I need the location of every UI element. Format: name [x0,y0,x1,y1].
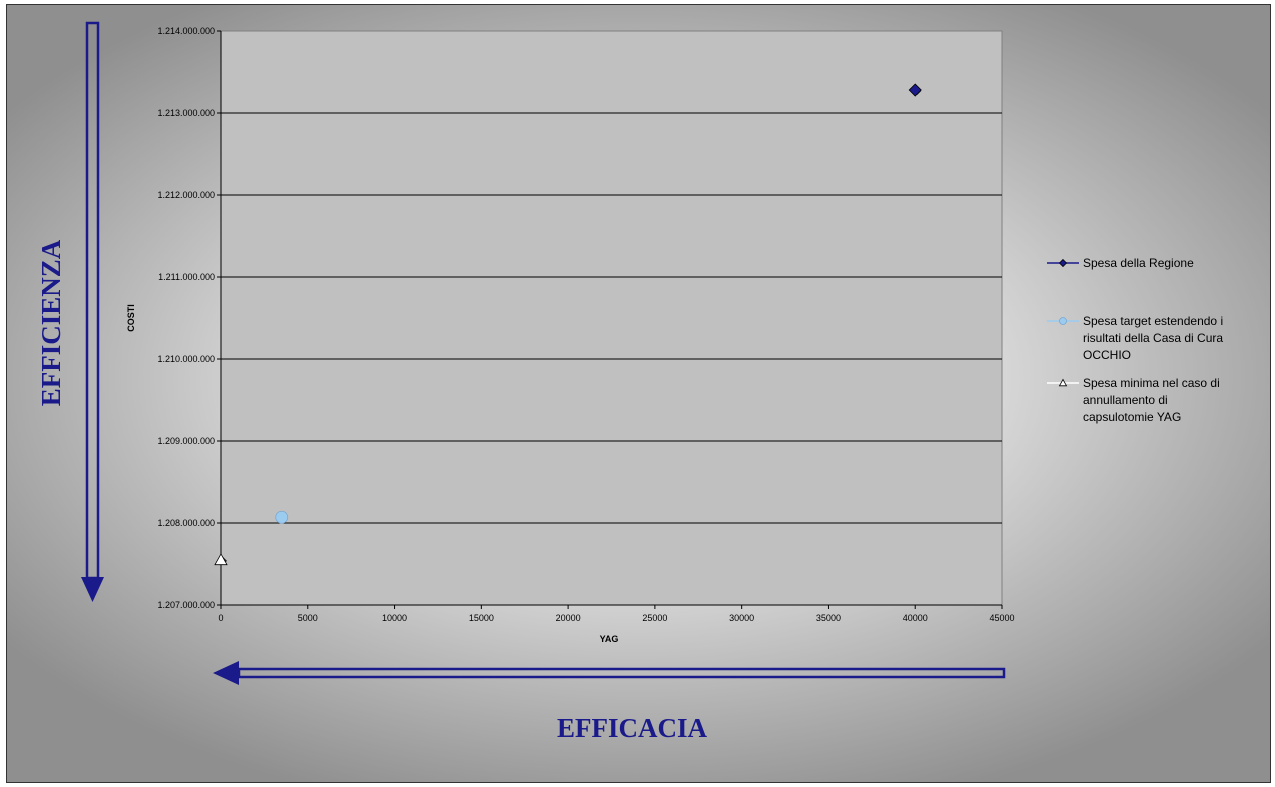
legend-label: Spesa della Regione [1083,256,1194,270]
data-points [214,83,922,566]
x-tick-label: 35000 [816,613,841,623]
x-tick-label: 45000 [989,613,1014,623]
efficienza-arrow [81,21,104,602]
efficacia-arrow [213,661,1006,685]
legend-label: Spesa target estendendo i [1083,314,1223,328]
y-tick-label: 1.211.000.000 [158,272,215,282]
plot-area [220,30,1003,606]
efficienza-label: EFFICIENZA [36,239,66,406]
x-tick-label: 20000 [556,613,581,623]
x-tick-label: 40000 [903,613,928,623]
y-tick-label: 1.210.000.000 [157,354,215,364]
gridlines [221,112,1002,524]
data-point-diamond [908,83,922,97]
x-tick-label: 25000 [642,613,667,623]
legend: Spesa della Regione Spesa target estenden… [1047,256,1223,424]
legend-marker-circle [1059,317,1067,325]
y-tick-label: 1.207.000.000 [157,600,215,610]
y-tick-label: 1.209.000.000 [157,436,215,446]
y-tick-labels: 1.207.000.000 1.208.000.000 1.209.000.000 1… [157,26,221,610]
y-tick-label: 1.213.000.000 [157,108,215,118]
y-tick-label: 1.214.000.000 [157,26,215,36]
y-axis-title: COSTI [126,304,136,332]
legend-marker-diamond [1058,258,1068,268]
legend-label: risultati della Casa di Cura [1083,331,1223,345]
legend-label: OCCHIO [1083,348,1131,362]
legend-label: Spesa minima nel caso di [1083,376,1220,390]
legend-label: capsulotomie YAG [1083,410,1181,424]
x-tick-labels: 0 5000 10000 15000 20000 25000 30000 35000 40000… [218,605,1015,623]
efficacia-label: EFFICACIA [557,713,708,743]
x-tick-label: 10000 [382,613,407,623]
scatter-chart: 1.207.000.000 1.208.000.000 1.209.000.000 1… [36,21,1223,743]
x-tick-label: 30000 [729,613,754,623]
y-tick-label: 1.212.000.000 [157,190,215,200]
legend-marker-triangle [1058,378,1068,387]
y-tick-label: 1.208.000.000 [157,518,215,528]
data-point-circle [275,510,289,524]
legend-label: annullamento di [1083,393,1168,407]
slide: 1.207.000.000 1.208.000.000 1.209.000.000 1… [6,4,1271,783]
data-point-triangle [214,553,228,566]
x-tick-label: 5000 [298,613,318,623]
x-axis-title: YAG [600,634,619,644]
x-tick-label: 15000 [469,613,494,623]
x-tick-label: 0 [218,613,223,623]
